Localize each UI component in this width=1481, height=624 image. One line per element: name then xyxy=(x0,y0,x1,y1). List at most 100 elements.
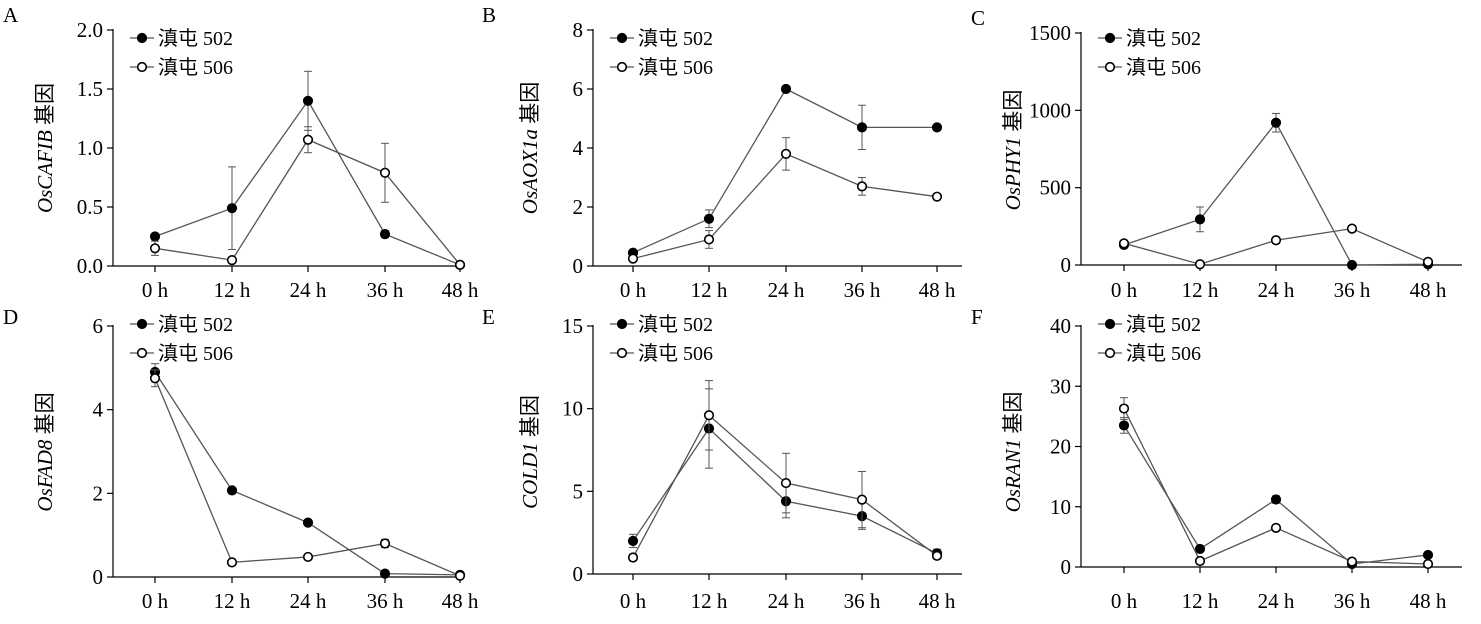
chart-panel-c: C 0 500 1000 1500 0 h 12 h 24 h 36 h 48 h OsPHY1 基… xyxy=(971,6,1462,302)
data-point xyxy=(1422,558,1434,570)
series-open xyxy=(149,126,466,270)
series-line xyxy=(632,153,938,260)
chart-panel-b: B 0 2 4 6 8 0 h 12 h 24 h 36 h 48 h OsAOX1a 基因 滇屯 50… xyxy=(482,3,962,302)
y-axis-label-suffix: 基因 xyxy=(33,83,57,130)
y-tick-label: 4 xyxy=(93,398,104,422)
panel-letter: A xyxy=(3,3,19,27)
y-axis-label: OsPHY1 基因 xyxy=(1001,90,1025,211)
x-tick-label: 12 h xyxy=(214,589,251,613)
series-filled xyxy=(149,70,466,270)
data-point xyxy=(703,234,715,245)
y-axis-label-suffix: 基因 xyxy=(1001,392,1025,439)
data-point xyxy=(1346,556,1358,567)
legend-entry: 滇屯 502 xyxy=(1098,313,1201,336)
data-point xyxy=(931,550,943,561)
x-tick-label: 48 h xyxy=(442,589,479,613)
legend-label: 滇屯 502 xyxy=(158,313,233,336)
y-tick-label: 1500 xyxy=(1029,21,1071,45)
x-tick-label: 0 h xyxy=(142,278,169,302)
data-point xyxy=(1422,549,1434,561)
x-tick-label: 36 h xyxy=(1334,278,1371,302)
data-point xyxy=(149,231,161,242)
data-point xyxy=(379,568,391,579)
y-axis-label-gene: OsCAFIB xyxy=(33,130,57,213)
x-tick-label: 12 h xyxy=(1182,589,1219,613)
data-point xyxy=(931,191,943,202)
x-tick-label: 24 h xyxy=(768,589,805,613)
legend-marker xyxy=(616,61,628,73)
y-tick-label: 6 xyxy=(93,314,104,338)
legend-entry: 滇屯 506 xyxy=(610,342,713,365)
x-tick-label: 48 h xyxy=(919,589,956,613)
data-point xyxy=(1194,259,1206,270)
series-open xyxy=(149,369,466,581)
x-tick-label: 0 h xyxy=(620,278,647,302)
x-tick-label: 24 h xyxy=(768,278,805,302)
series-open xyxy=(1118,223,1434,270)
data-point xyxy=(1346,259,1358,271)
legend-entry: 滇屯 506 xyxy=(610,56,713,79)
y-tick-label: 8 xyxy=(573,18,584,42)
panel-letter: D xyxy=(3,305,18,329)
data-point xyxy=(226,255,238,266)
y-tick-label: 15 xyxy=(562,314,583,338)
legend-label: 滇屯 502 xyxy=(638,27,713,50)
series-line xyxy=(1123,408,1429,565)
legend-marker xyxy=(616,347,628,359)
x-tick-label: 0 h xyxy=(142,589,169,613)
x-tick-label: 24 h xyxy=(290,278,327,302)
y-axis-label-gene: OsFAD8 xyxy=(33,439,57,511)
series-open xyxy=(627,137,943,264)
x-tick-label: 36 h xyxy=(1334,589,1371,613)
data-point xyxy=(1270,235,1282,246)
x-tick-label: 48 h xyxy=(1410,589,1447,613)
data-point xyxy=(703,410,715,421)
y-tick-label: 0 xyxy=(573,562,584,586)
legend-label: 滇屯 506 xyxy=(638,56,713,79)
data-point xyxy=(1118,403,1130,414)
y-axis-label: OsAOX1a 基因 xyxy=(518,82,542,214)
legend-entry: 滇屯 506 xyxy=(130,56,233,79)
y-tick-label: 4 xyxy=(573,136,584,160)
data-point xyxy=(931,122,943,133)
x-tick-label: 24 h xyxy=(1258,589,1295,613)
data-point xyxy=(627,552,639,563)
legend-entry: 滇屯 502 xyxy=(610,313,713,336)
legend-entry: 滇屯 502 xyxy=(610,27,713,50)
panel-letter: C xyxy=(971,6,985,30)
data-point xyxy=(454,259,466,270)
legend-marker xyxy=(1104,61,1116,73)
legend-marker xyxy=(1104,318,1116,330)
legend-marker xyxy=(1104,32,1116,44)
x-tick-label: 48 h xyxy=(1410,278,1447,302)
y-tick-label: 10 xyxy=(1050,495,1071,519)
y-tick-label: 0 xyxy=(1061,253,1072,277)
legend-entry: 滇屯 502 xyxy=(130,313,233,336)
series-filled xyxy=(627,83,943,258)
y-tick-label: 6 xyxy=(573,77,584,101)
legend-entry: 滇屯 502 xyxy=(130,27,233,50)
legend-label: 滇屯 502 xyxy=(1126,27,1201,50)
legend-entry: 滇屯 506 xyxy=(130,342,233,365)
data-point xyxy=(780,148,792,159)
y-axis-label-suffix: 基因 xyxy=(518,82,542,129)
legend-marker xyxy=(136,318,148,330)
series-line xyxy=(632,88,937,254)
data-point xyxy=(226,203,238,214)
x-tick-label: 36 h xyxy=(367,589,404,613)
y-axis-label-gene: COLD1 xyxy=(518,442,542,509)
series-open xyxy=(1118,397,1434,570)
data-point xyxy=(1270,522,1282,533)
panel-letter: B xyxy=(482,3,496,27)
x-tick-label: 36 h xyxy=(367,278,404,302)
series-filled xyxy=(149,363,466,581)
data-point xyxy=(856,122,868,133)
series-filled xyxy=(627,388,943,559)
data-point xyxy=(1422,256,1434,268)
series-line xyxy=(154,378,461,577)
x-tick-label: 24 h xyxy=(290,589,327,613)
series-open xyxy=(627,380,943,563)
data-point xyxy=(379,229,391,240)
y-axis-label: OsFAD8 基因 xyxy=(33,392,57,511)
data-point xyxy=(780,83,792,95)
